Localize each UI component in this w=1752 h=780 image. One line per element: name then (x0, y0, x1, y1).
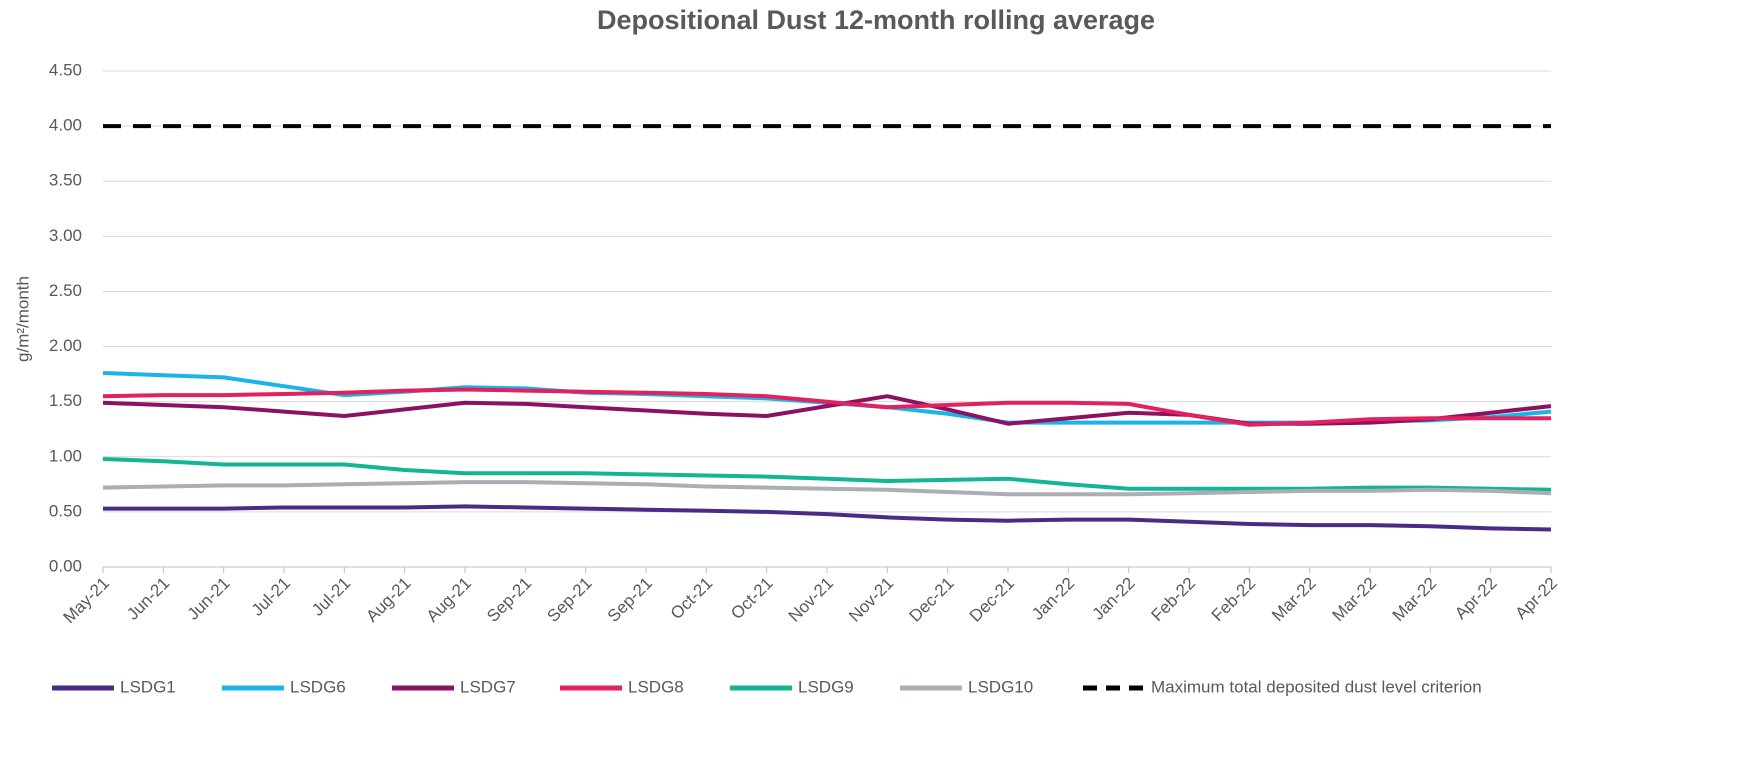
x-tick-label: Nov-21 (845, 574, 897, 626)
legend-label: Maximum total deposited dust level crite… (1151, 677, 1482, 696)
series-line (103, 504, 1552, 532)
x-tick-label: Dec-21 (905, 574, 957, 626)
x-tick-label: Sep-21 (604, 574, 656, 626)
x-tick-label: Sep-21 (543, 574, 595, 626)
x-tick-label: Aug-21 (423, 574, 475, 626)
x-tick-label: Apr-22 (1511, 574, 1561, 624)
y-tick-label: 3.00 (49, 226, 82, 245)
legend-label: LSDG10 (968, 677, 1033, 696)
series-line (102, 387, 1551, 427)
x-tick-label: Jul-21 (308, 574, 354, 620)
legend-label: LSDG7 (460, 677, 516, 696)
y-tick-label: 3.50 (49, 171, 82, 190)
chart-title: Depositional Dust 12-month rolling avera… (597, 5, 1155, 35)
x-tick-label: Jan-22 (1028, 574, 1078, 624)
x-tick-label: Jun-21 (123, 574, 173, 624)
y-tick-label: 1.00 (49, 446, 82, 465)
x-tick-label: Mar-22 (1268, 574, 1320, 626)
x-tick-label: May-21 (59, 574, 113, 628)
y-tick-label: 0.50 (49, 501, 82, 520)
y-tick-label: 0.00 (49, 556, 82, 575)
x-tick-label: Oct-21 (667, 574, 717, 624)
x-tick-label: Feb-22 (1147, 574, 1199, 626)
x-tick-label: Sep-21 (483, 574, 535, 626)
series-line (102, 457, 1552, 492)
y-tick-label: 1.50 (49, 391, 82, 410)
y-axis-label: g/m²/month (13, 276, 32, 362)
x-tick-label: Mar-22 (1389, 574, 1441, 626)
x-tick-label: Oct-21 (727, 574, 777, 624)
y-tick-label: 2.00 (49, 336, 82, 355)
x-tick-label: Apr-22 (1451, 574, 1501, 624)
series-line (102, 480, 1552, 497)
legend-label: LSDG1 (120, 677, 176, 696)
x-tick-label: Jun-21 (183, 574, 233, 624)
y-tick-label: 2.50 (49, 281, 82, 300)
x-tick-label: Nov-21 (785, 574, 837, 626)
y-tick-label: 4.50 (49, 60, 82, 79)
legend-label: LSDG6 (290, 677, 346, 696)
x-tick-label: Jan-22 (1088, 574, 1138, 624)
legend-label: LSDG9 (798, 677, 854, 696)
x-tick-label: Aug-21 (362, 574, 414, 626)
y-tick-label: 4.00 (49, 116, 82, 135)
x-tick-label: Jul-21 (248, 574, 294, 620)
legend-label: LSDG8 (628, 677, 684, 696)
x-tick-label: Mar-22 (1328, 574, 1380, 626)
x-tick-label: Feb-22 (1208, 574, 1260, 626)
x-tick-label: Dec-21 (966, 574, 1018, 626)
